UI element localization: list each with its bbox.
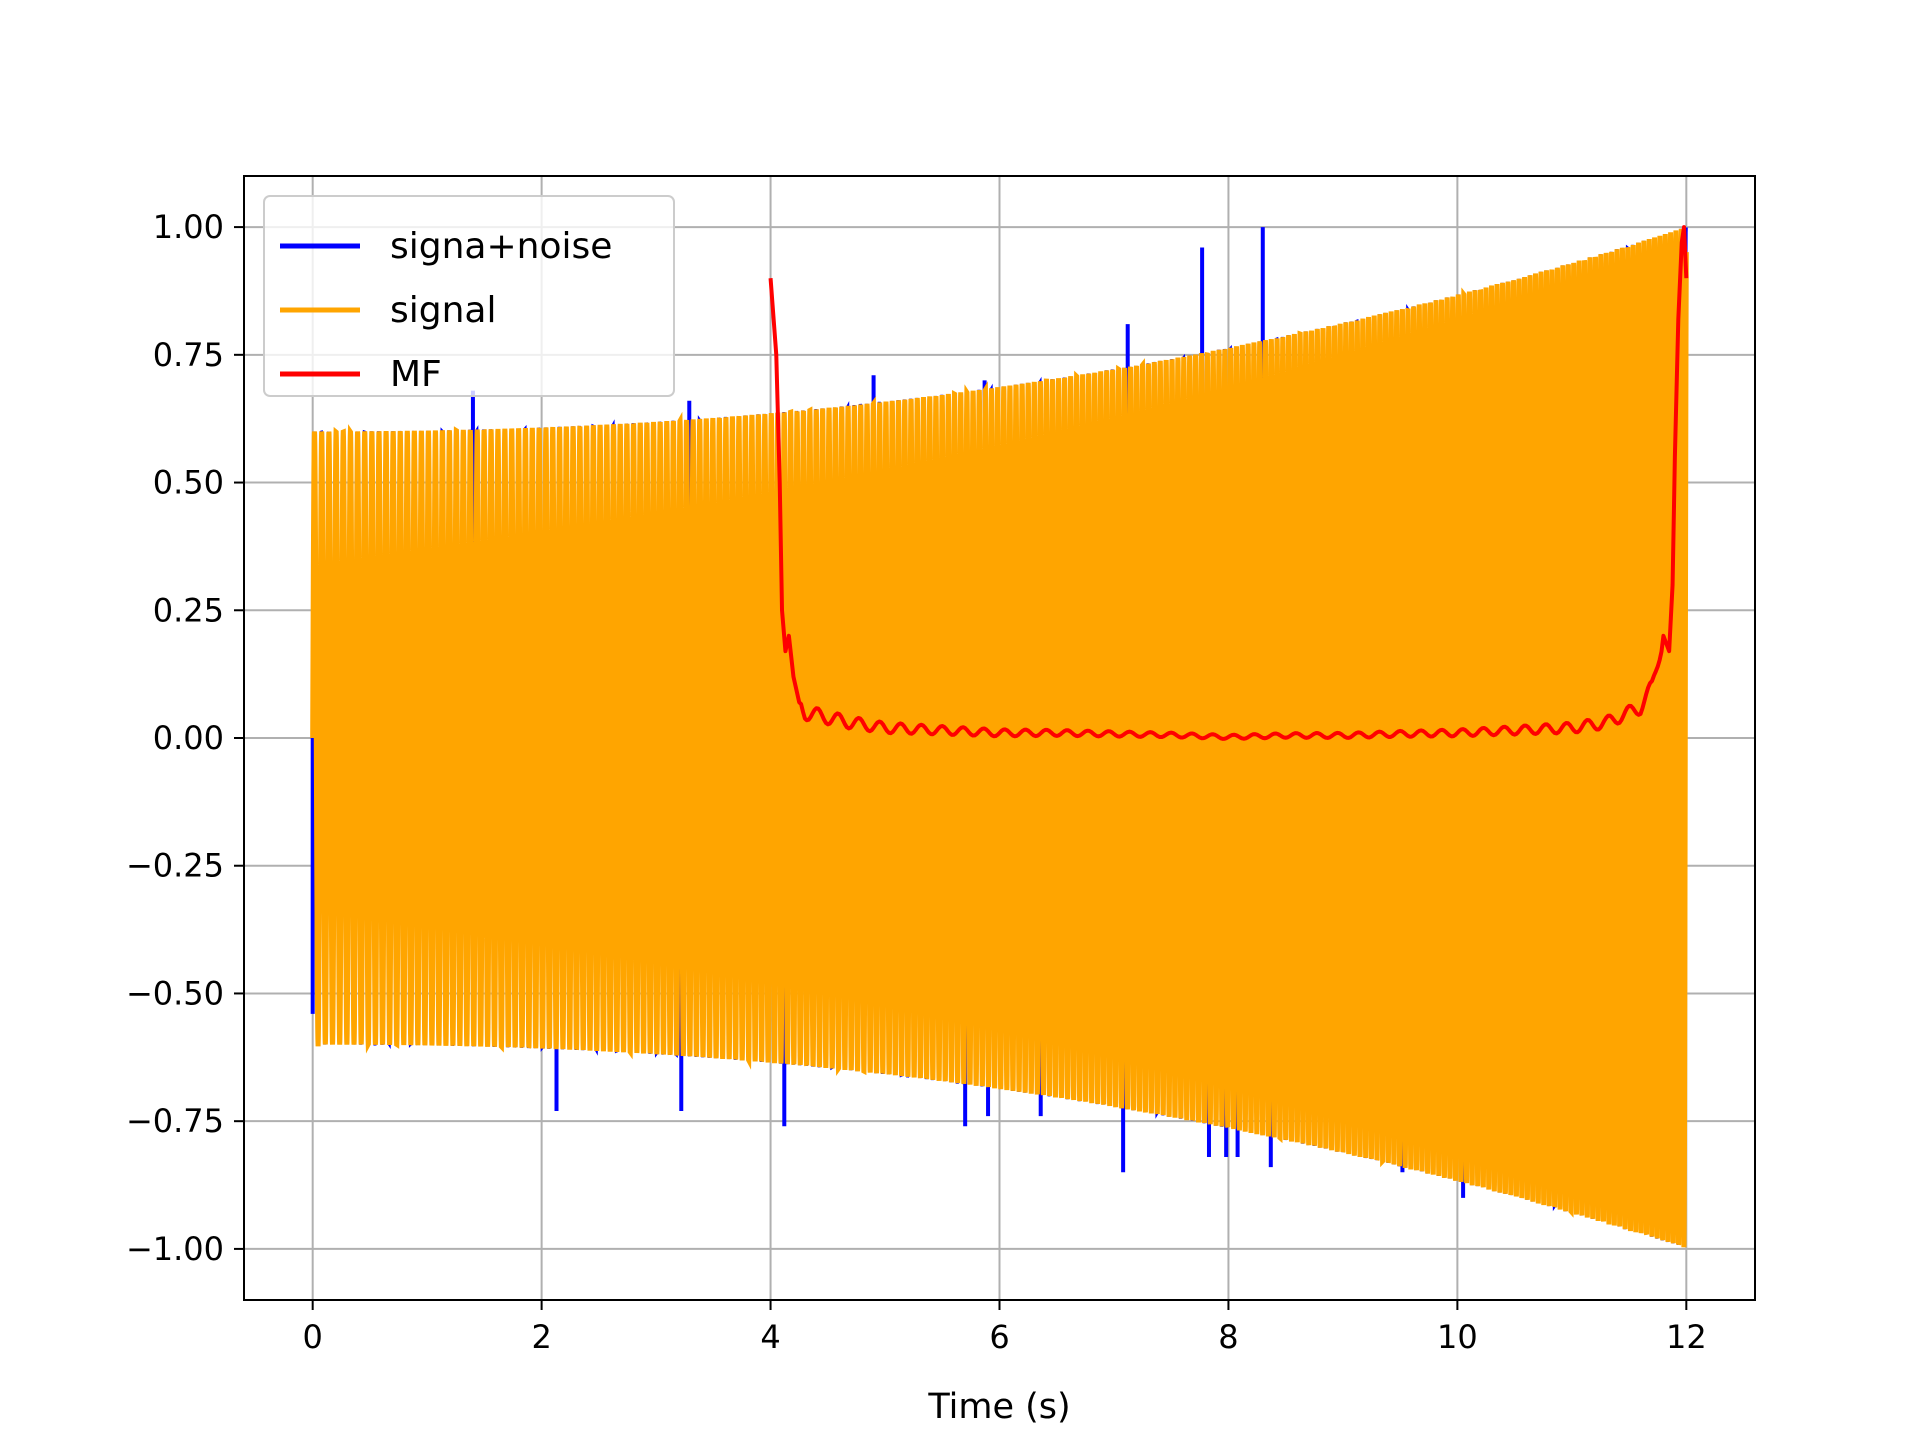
legend-label: signal [390, 290, 497, 331]
y-tick-label: 0.00 [153, 719, 224, 757]
x-tick-label: 10 [1437, 1318, 1478, 1356]
y-tick-label: −0.50 [126, 974, 224, 1012]
x-tick-label: 6 [989, 1318, 1009, 1356]
y-tick-label: −0.75 [126, 1102, 224, 1140]
axis-ticks: 0 2 4 6 8 10 12 1.00 0.75 0.50 0.25 0.00 −0.25 −0.50 −… [126, 208, 1707, 1356]
legend-label: signa+noise [390, 226, 612, 267]
legend-label: MF [390, 354, 442, 395]
y-tick-label: 0.75 [153, 336, 224, 374]
series-layer [310, 225, 1689, 1248]
legend-box [263, 195, 675, 397]
x-tick-label: 8 [1218, 1318, 1238, 1356]
x-tick-label: 12 [1666, 1318, 1707, 1356]
series-mf-line [768, 225, 1689, 741]
plot-area [310, 225, 1689, 1248]
x-tick-label: 4 [760, 1318, 780, 1356]
x-tick-label: 2 [531, 1318, 551, 1356]
y-tick-label: −0.25 [126, 847, 224, 885]
y-tick-label: 0.25 [153, 591, 224, 629]
y-tick-label: 0.50 [153, 464, 224, 502]
legend: signa+noise signal MF [263, 195, 675, 397]
x-axis-label: Time (s) [927, 1387, 1070, 1427]
series-signal-line [310, 228, 1689, 1248]
y-tick-label: 1.00 [153, 208, 224, 246]
y-tick-label: −1.00 [126, 1230, 224, 1268]
x-tick-label: 0 [303, 1318, 323, 1356]
